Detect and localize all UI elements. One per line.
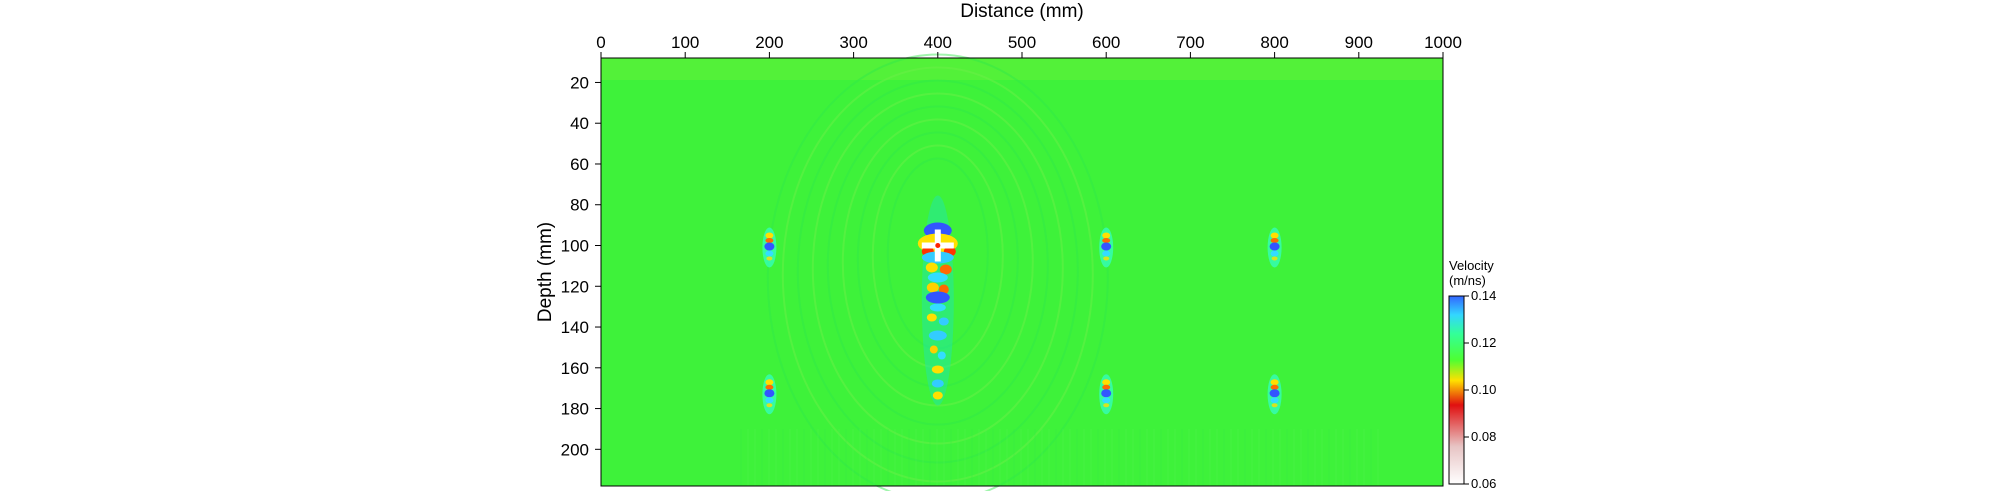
x-tick-label: 200: [755, 33, 783, 52]
anomaly-blue-core: [1269, 242, 1280, 251]
anomaly-blob: [932, 391, 943, 400]
colorbar-gradient: [1448, 295, 1465, 485]
anomaly-red-band: [1270, 384, 1279, 390]
x-tick-label: 500: [1008, 33, 1036, 52]
x-tick-label: 800: [1260, 33, 1288, 52]
y-axis-title: Depth (mm): [535, 222, 556, 322]
anomaly-blue-core: [1269, 389, 1280, 398]
cross-center: [935, 243, 941, 249]
anomaly-yellow-band: [1102, 232, 1111, 239]
anomaly-yellow-band: [765, 379, 774, 386]
anomaly-blob: [928, 330, 947, 341]
y-tick-label: 40: [570, 114, 589, 133]
small-anomaly: [1099, 227, 1114, 268]
anomaly-yellow-band: [1270, 232, 1279, 239]
colorbar-tick-label: 0.12: [1471, 335, 1496, 350]
y-tick-label: 20: [570, 73, 589, 92]
x-tick-label: 900: [1345, 33, 1373, 52]
anomaly-yellow-band: [1102, 379, 1111, 386]
colorbar-title-line1: Velocity: [1449, 258, 1494, 273]
plot-background: [601, 58, 1443, 486]
small-anomaly: [1267, 227, 1282, 268]
y-tick-label: 160: [561, 359, 589, 378]
anomaly-blob: [926, 313, 937, 322]
y-tick-label: 60: [570, 155, 589, 174]
ripple-ring: [796, 79, 1079, 464]
anomaly-red-band: [765, 384, 774, 390]
anomaly-blob: [926, 282, 939, 293]
anomaly-cyan-band: [1102, 397, 1111, 404]
anomaly-yellow-band: [765, 232, 774, 239]
x-tick-label: 100: [671, 33, 699, 52]
anomaly-blue-core: [764, 389, 775, 398]
anomaly-blob: [925, 262, 938, 273]
small-anomaly: [1099, 374, 1114, 415]
y-tick-label: 140: [561, 318, 589, 337]
anomaly-blue-core: [764, 242, 775, 251]
anomaly-blob: [927, 272, 948, 283]
x-axis: 0 100 200 300 400 500 600 700 800 900 1000: [596, 33, 1462, 58]
anomaly-blob: [938, 317, 949, 326]
anomaly-blob: [931, 379, 944, 388]
x-tick-label: 400: [924, 33, 952, 52]
anomaly-blob: [929, 303, 946, 312]
y-tick-label: 200: [561, 440, 589, 459]
colorbar-tick-label: 0.14: [1471, 288, 1496, 303]
large-anomaly: [917, 195, 958, 406]
y-tick-label: 100: [561, 237, 589, 256]
y-tick-label: 120: [561, 277, 589, 296]
x-axis-title: Distance (mm): [960, 1, 1084, 22]
plot-area: [600, 53, 1444, 491]
colorbar-tick-label: 0.06: [1471, 476, 1496, 491]
anomaly-yellow-tail: [1103, 256, 1110, 261]
anomaly-blue-core: [1101, 389, 1112, 398]
colorbar-tick-label: 0.08: [1471, 429, 1496, 444]
anomaly-cyan-band: [1102, 250, 1111, 257]
surface-band: [601, 58, 1443, 80]
x-tick-label: 300: [839, 33, 867, 52]
colorbar-tick-label: 0.10: [1471, 382, 1496, 397]
ripple-ring: [811, 92, 1064, 445]
x-tick-label: 700: [1176, 33, 1204, 52]
x-tick-label: 600: [1092, 33, 1120, 52]
colorbar-title-line2: (m/ns): [1449, 273, 1486, 288]
anomaly-layer: [762, 195, 1282, 415]
anomaly-cyan-band: [765, 250, 774, 257]
anomaly-red-band: [1270, 238, 1279, 244]
ripple-ring: [826, 105, 1049, 426]
small-anomaly: [762, 374, 777, 415]
anomaly-yellow-tail: [1103, 403, 1110, 408]
anomaly-blob: [931, 365, 944, 374]
anomaly-red-band: [1102, 238, 1111, 244]
anomaly-blob: [925, 291, 950, 304]
anomaly-yellow-tail: [1271, 256, 1278, 261]
anomaly-blob: [929, 345, 938, 354]
anomaly-red-band: [765, 238, 774, 244]
y-tick-label: 180: [561, 400, 589, 419]
anomaly-blob: [937, 351, 946, 360]
small-anomaly: [1267, 374, 1282, 415]
anomaly-cyan-band: [1270, 250, 1279, 257]
y-axis: 20 40 60 80 100 120 140 160 180 200: [561, 73, 601, 459]
colorbar-ticks: 0.14 0.12 0.10 0.08 0.06: [1464, 288, 1496, 491]
anomaly-yellow-tail: [1271, 403, 1278, 408]
anomaly-yellow-band: [1270, 379, 1279, 386]
x-tick-label: 0: [596, 33, 605, 52]
y-tick-label: 80: [570, 196, 589, 215]
anomaly-blob: [939, 264, 952, 275]
small-anomaly: [762, 227, 777, 268]
diffraction-ripples: [601, 53, 1443, 491]
colorbar: Velocity (m/ns) 0.14 0.12 0.10 0.08 0.06: [1448, 258, 1496, 491]
anomaly-yellow-tail: [766, 403, 773, 408]
anomaly-red-band: [1102, 384, 1111, 390]
x-tick-label: 1000: [1424, 33, 1462, 52]
anomaly-cyan-band: [765, 397, 774, 404]
anomaly-blue-core: [1101, 242, 1112, 251]
ripple-ring: [781, 66, 1094, 483]
anomaly-cyan-band: [1270, 397, 1279, 404]
anomaly-yellow-tail: [766, 256, 773, 261]
